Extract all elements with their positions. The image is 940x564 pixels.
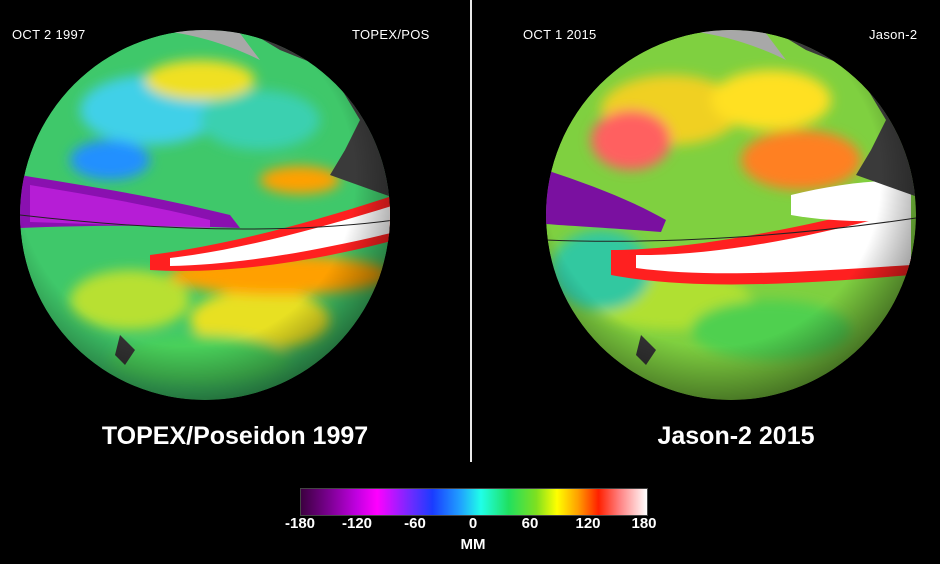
colorbar-tick: -180 [284, 515, 316, 532]
colorbar-tick: -60 [404, 515, 426, 532]
panel-divider [470, 0, 472, 462]
colorbar-tick: -120 [341, 515, 373, 532]
colorbar-legend: -180 -120 -60 0 60 120 180 MM [0, 488, 940, 564]
colorbar-gradient [300, 488, 648, 516]
panel-title: Jason-2 2015 [657, 422, 815, 450]
panel-title: TOPEX/Poseidon 1997 [101, 422, 369, 450]
colorbar-tick: 120 [575, 515, 601, 532]
date-label: OCT 1 2015 [523, 27, 597, 42]
date-label: OCT 2 1997 [12, 27, 86, 42]
colorbar-unit: MM [460, 536, 486, 553]
satellite-label: TOPEX/POS [352, 27, 430, 42]
globe-panel-1997: OCT 2 1997 TOPEX/POS TOPEX/Poseidon 1997 [0, 0, 470, 470]
globe-panel-2015: OCT 1 2015 Jason-2 Jason-2 2015 [471, 0, 940, 470]
sea-level-globe-1997 [20, 30, 390, 400]
colorbar-tick: 0 [468, 515, 478, 532]
colorbar-tick: 60 [521, 515, 539, 532]
colorbar-tick: 180 [631, 515, 657, 532]
sea-level-globe-2015 [546, 30, 916, 400]
satellite-label: Jason-2 [869, 27, 918, 42]
